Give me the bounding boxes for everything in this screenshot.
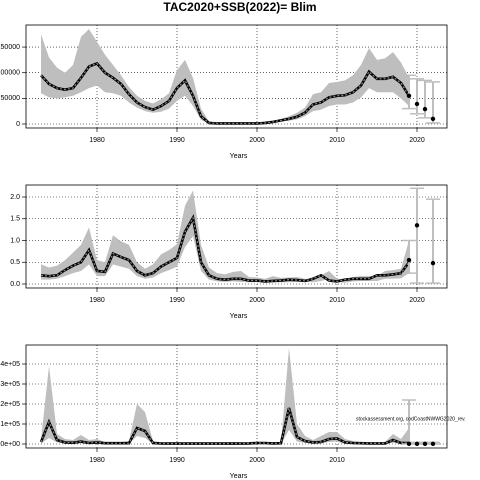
y-tick-label: 0e+00 [0,441,20,448]
figure-title: TAC2020+SSB(2022)= Blim [163,0,316,14]
y-tick-label: 150000 [0,44,20,51]
plot-frame [25,24,448,129]
plot-frame [25,184,448,289]
estimate-line-dash [40,216,410,282]
y-tick-label: 1.0 [10,237,20,244]
projection-point [430,260,436,266]
projection-point [406,441,412,446]
projection-point [414,441,420,446]
confidence-band [41,348,409,444]
x-axis-label: Years [230,473,248,480]
estimate-line [39,407,409,445]
x-tick-label: 2020 [409,137,425,144]
x-axis-label: Years [230,313,248,320]
confidence-band [41,190,409,283]
y-tick-label: 2e+05 [0,401,20,408]
x-tick-label: 1980 [89,137,105,144]
y-tick-label: 1.5 [10,216,20,223]
panel: 1980 1990 2000 2010 0e+00 1e+05 2e+05 3e+05 4e+0… [0,344,466,480]
estimate-line-dash [40,62,410,125]
x-tick-label: 1980 [89,457,105,464]
x-tick-label: 2000 [249,297,265,304]
x-tick-label: 2010 [329,297,345,304]
confidence-band [41,29,409,124]
x-tick-label: 2000 [249,457,265,464]
x-tick-label: 1990 [169,137,185,144]
y-tick-label: 50000 [1,95,21,102]
projection-point [414,223,420,228]
projection-point [430,441,436,446]
x-tick-label: 2010 [329,457,345,464]
panel: 1980 1990 2000 2010 2020 0 50000 100000 150000 Ye… [0,24,448,160]
y-tick-label: 3e+05 [0,381,20,388]
projection-point [430,116,436,122]
y-tick-label: 1e+05 [0,421,20,428]
y-tick-label: 0 [16,121,20,128]
x-tick-label: 1990 [169,297,185,304]
y-tick-label: 0.5 [10,259,20,266]
panel: 1980 1990 2000 2010 2020 0.0 0.5 1.0 1.5 2.0 Years [10,184,448,320]
x-tick-label: 1990 [169,457,185,464]
projection-point [414,101,420,107]
estimate-line [40,214,411,283]
annotation: stockassessment.org, codCoastNWWG2020_re… [356,416,466,422]
x-tick-label: 2020 [409,297,425,304]
x-tick-label: 2000 [249,137,265,144]
projection-point [422,106,428,112]
y-tick-label: 100000 [0,70,20,77]
projection-point [406,257,412,263]
plot-frame [25,344,448,449]
x-axis-label: Years [230,153,248,160]
y-tick-label: 2.0 [10,194,20,201]
y-tick-label: 0.0 [10,281,20,288]
y-tick-label: 4e+05 [0,361,20,368]
estimate-line-dash [40,407,409,445]
x-tick-label: 1980 [89,297,105,304]
x-tick-label: 2010 [329,137,345,144]
projection-point [406,93,412,98]
projection-point [422,441,428,446]
